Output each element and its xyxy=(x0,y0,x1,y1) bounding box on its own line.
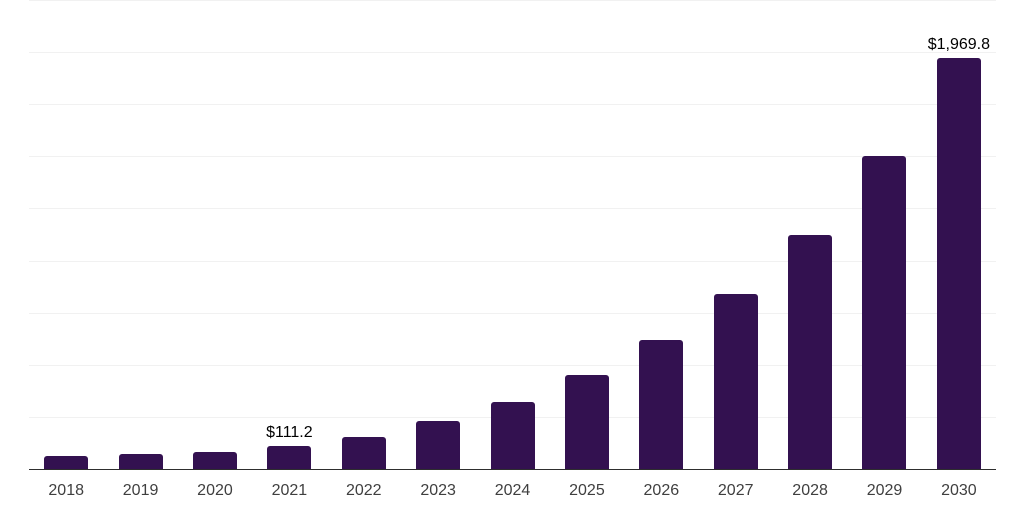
gridline-2250 xyxy=(29,0,996,1)
x-tick-label-2026: 2026 xyxy=(643,482,680,499)
bar-slot-2024 xyxy=(475,0,549,469)
x-tick-label-2019: 2019 xyxy=(122,482,159,499)
bar-2020 xyxy=(192,451,237,469)
bar-slot-2022 xyxy=(327,0,401,469)
bar-2029 xyxy=(862,156,907,469)
x-tick-label-2028: 2028 xyxy=(792,482,828,499)
gridline-750 xyxy=(29,312,996,314)
x-tick-label-2030: 2030 xyxy=(941,482,977,499)
bar-value-label-2030: $1,969.8 xyxy=(927,36,991,54)
bar-2024 xyxy=(490,402,535,469)
gridline-1500 xyxy=(29,156,996,158)
bar-2022 xyxy=(341,436,386,469)
bar-2027 xyxy=(713,293,758,469)
bar-slot-2025 xyxy=(550,0,624,469)
gridline-1000 xyxy=(29,260,996,262)
gridline-1750 xyxy=(29,104,996,106)
x-tick-label-2029: 2029 xyxy=(866,482,903,499)
x-tick-label-2020: 2020 xyxy=(197,482,233,499)
bar-value-label-2021: $111.2 xyxy=(266,423,313,441)
bar-slot-2027 xyxy=(699,0,773,469)
bar-slot-2020 xyxy=(178,0,252,469)
gridline-1250 xyxy=(29,208,996,210)
gridline-2000 xyxy=(29,52,996,54)
bar-slot-2021: $111.2 xyxy=(252,0,326,469)
bar-slot-2018 xyxy=(29,0,103,469)
bar-slot-2019 xyxy=(103,0,177,469)
bar-slot-2026 xyxy=(624,0,698,469)
x-tick-label-2027: 2027 xyxy=(717,482,754,499)
bars: $111.2 $1,969.8 xyxy=(29,0,996,469)
gridline-500 xyxy=(29,364,996,366)
bar-2018 xyxy=(44,456,89,469)
x-axis-labels: 2018 2019 2020 2021 2022 2023 2024 2025 2026 2027… xyxy=(29,470,996,512)
bar-slot-2028 xyxy=(773,0,847,469)
bar-slot-2029 xyxy=(847,0,921,469)
bar-2030 xyxy=(936,58,981,469)
bar-2019 xyxy=(118,454,163,469)
x-tick-label-2025: 2025 xyxy=(569,482,605,499)
bar-2026 xyxy=(639,340,684,469)
bar-2025 xyxy=(564,375,609,469)
x-tick-label-2024: 2024 xyxy=(494,482,531,499)
bar-slot-2030: $1,969.8 xyxy=(922,0,996,469)
bar-2023 xyxy=(416,421,461,469)
x-tick-label-2023: 2023 xyxy=(420,482,456,499)
bar-slot-2023 xyxy=(401,0,475,469)
bar-2021 xyxy=(267,445,312,469)
plot-area: $111.2 $1,969.8 xyxy=(29,0,996,470)
x-tick-label-2018: 2018 xyxy=(48,482,84,499)
bar-2028 xyxy=(788,234,833,469)
x-tick-label-2021: 2021 xyxy=(271,482,308,499)
x-tick-label-2022: 2022 xyxy=(345,482,382,499)
